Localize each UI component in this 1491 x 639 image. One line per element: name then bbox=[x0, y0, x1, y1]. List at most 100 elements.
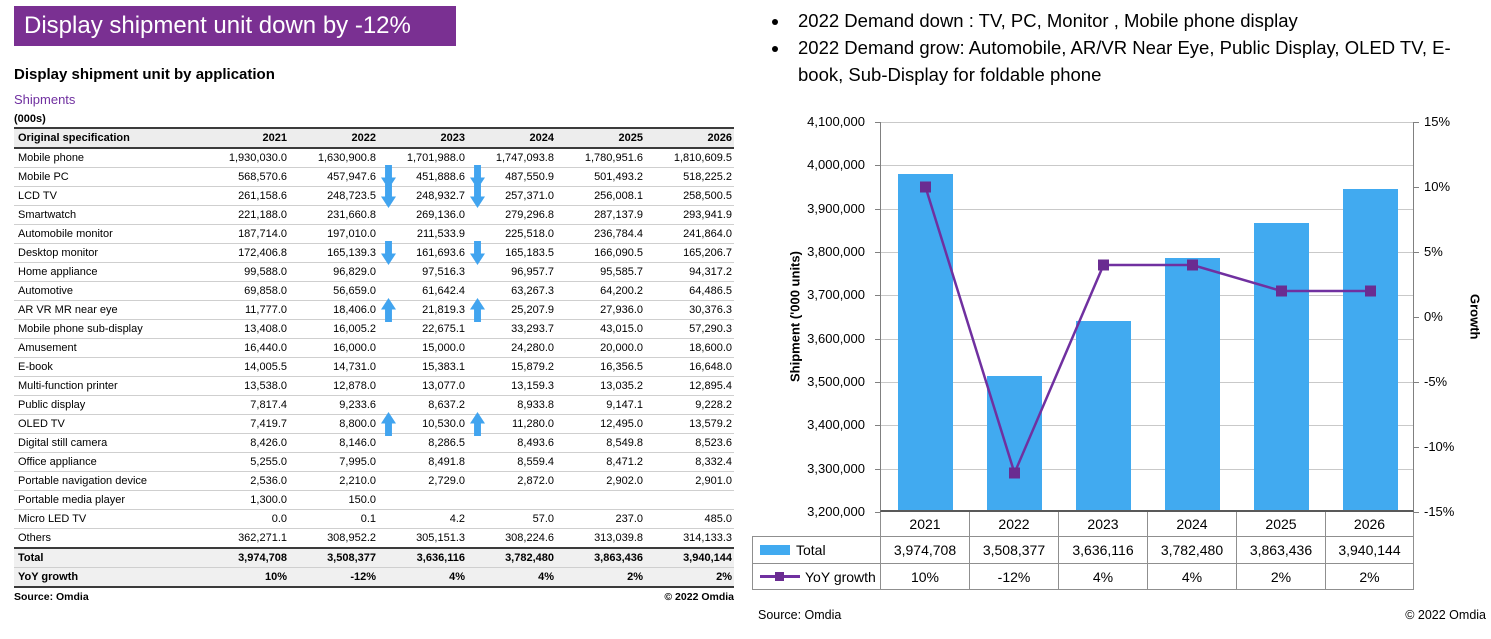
value-cell: 221,188.0 bbox=[200, 205, 289, 225]
value-cell: 69,858.0 bbox=[200, 281, 289, 301]
bar bbox=[1165, 257, 1220, 510]
axis-tick bbox=[1414, 382, 1419, 383]
value-cell: 4% bbox=[378, 567, 467, 588]
row-label-cell: OLED TV bbox=[14, 414, 200, 434]
axis-tick-label: 4,000,000 bbox=[807, 157, 865, 173]
shipments-table-head: Original specification 2021 2022 2023 2024 20… bbox=[14, 127, 734, 149]
value-cell: 63,267.3 bbox=[467, 281, 556, 301]
axis-tick bbox=[1414, 122, 1419, 123]
row-label-cell: Office appliance bbox=[14, 452, 200, 472]
value-cell: 568,570.6 bbox=[200, 167, 289, 187]
axis-tick bbox=[1414, 512, 1419, 513]
gridline bbox=[881, 425, 1413, 427]
shipments-table: Original specification 2021 2022 2023 2024 20… bbox=[14, 127, 734, 588]
value-cell bbox=[645, 490, 734, 510]
line-series bbox=[920, 181, 1376, 479]
chart-value-cell: 3,508,377 bbox=[969, 536, 1058, 563]
table-row: AR VR MR near eye 11,777.0 18,406.0 21,819.… bbox=[14, 298, 734, 322]
value-cell: 94,317.2 bbox=[645, 262, 734, 282]
value-cell bbox=[467, 490, 556, 510]
page-title: Display shipment unit down by -12% bbox=[24, 12, 411, 39]
value-cell: 95,585.7 bbox=[556, 262, 645, 282]
chart-value-cell: 3,636,116 bbox=[1058, 536, 1147, 563]
year-header-cell: 2023 bbox=[1058, 512, 1147, 536]
table-row: Desktop monitor 172,406.8 165,139.3 161,693… bbox=[14, 241, 734, 265]
line-marker bbox=[1276, 285, 1287, 297]
value-cell: 12,895.4 bbox=[645, 376, 734, 396]
value-cell: 9,233.6 bbox=[289, 395, 378, 415]
row-label-cell: Digital still camera bbox=[14, 433, 200, 453]
header-cell: 2021 bbox=[200, 127, 289, 149]
value-cell: 308,224.6 bbox=[467, 528, 556, 549]
value-cell: 16,356.5 bbox=[556, 357, 645, 377]
table-row: Others 362,271.1 308,952.2 305,151.3 308,224… bbox=[14, 528, 734, 549]
chart-value-cell: 3,782,480 bbox=[1147, 536, 1236, 563]
axis-tick-label: 3,400,000 bbox=[807, 417, 865, 433]
legend-total-swatch bbox=[760, 545, 790, 555]
row-label-cell: AR VR MR near eye bbox=[14, 300, 200, 320]
row-label-cell: Smartwatch bbox=[14, 205, 200, 225]
axis-tick bbox=[875, 165, 880, 167]
table-row: Portable navigation device 2,536.0 2,210.0… bbox=[14, 471, 734, 491]
value-cell: 256,008.1 bbox=[556, 186, 645, 206]
value-cell: 487,550.9 bbox=[467, 167, 556, 187]
gridline bbox=[881, 468, 1413, 470]
value-cell: 3,782,480 bbox=[467, 547, 556, 568]
value-cell: 172,406.8 bbox=[200, 243, 289, 263]
combo-chart: Shipment ('000 units) 4,100,000 4,000,000… bbox=[752, 112, 1491, 602]
value-cell: 2,872.0 bbox=[467, 471, 556, 491]
value-cell: 8,559.4 bbox=[467, 452, 556, 472]
value-cell: 9,147.1 bbox=[556, 395, 645, 415]
chart-data-table: 2021 2022 2023 2024 2025 2026 Total 3,974,708 3,… bbox=[752, 512, 1414, 590]
chart-footer: Source: Omdia © 2022 Omdia bbox=[758, 608, 1486, 622]
title-banner: Display shipment unit down by -12% bbox=[14, 6, 456, 46]
value-cell: 225,518.0 bbox=[467, 224, 556, 244]
value-cell: 257,371.0 bbox=[467, 186, 556, 206]
value-cell: 1,780,951.6 bbox=[556, 148, 645, 168]
value-cell: 61,642.4 bbox=[378, 281, 467, 301]
value-cell: 287,137.9 bbox=[556, 205, 645, 225]
value-cell: 99,588.0 bbox=[200, 262, 289, 282]
left-copyright-text: © 2022 Omdia bbox=[664, 591, 734, 603]
bullet-list: 2022 Demand down : TV, PC, Monitor , Mob… bbox=[766, 8, 1491, 88]
axis-tick bbox=[875, 252, 880, 253]
axis-tick-label: 3,900,000 bbox=[807, 200, 865, 216]
value-cell: 8,491.8 bbox=[378, 452, 467, 472]
value-cell: 8,637.2 bbox=[378, 395, 467, 415]
header-cell: 2024 bbox=[467, 127, 556, 149]
value-cell: 2% bbox=[645, 567, 734, 588]
gridline bbox=[881, 208, 1413, 210]
value-cell: 43,015.0 bbox=[556, 319, 645, 339]
plot-area bbox=[875, 122, 1419, 513]
table-row: Mobile phone sub-display 13,408.0 16,005.2… bbox=[14, 319, 734, 339]
value-cell: 197,010.0 bbox=[289, 224, 378, 244]
header-cell: 2022 bbox=[289, 127, 378, 149]
y-axis-right-title: Growth bbox=[1467, 294, 1483, 340]
year-header-cell: 2021 bbox=[880, 512, 969, 536]
value-cell: 15,383.1 bbox=[378, 357, 467, 377]
value-cell: 1,930,030.0 bbox=[200, 148, 289, 168]
value-cell: 0.0 bbox=[200, 509, 289, 529]
axis-tick bbox=[1414, 317, 1419, 318]
legend-total-cell: Total bbox=[752, 536, 880, 563]
table-row: Amusement 16,440.0 16,000.0 15,000.0 24,280.… bbox=[14, 338, 734, 358]
value-cell: 22,675.1 bbox=[378, 319, 467, 339]
value-cell: 13,538.0 bbox=[200, 376, 289, 396]
value-cell: 236,784.4 bbox=[556, 224, 645, 244]
axis-tick-label: -5% bbox=[1424, 374, 1448, 389]
value-cell: 1,701,988.0 bbox=[378, 148, 467, 168]
row-label-cell: Desktop monitor bbox=[14, 243, 200, 263]
value-cell: 279,296.8 bbox=[467, 205, 556, 225]
axis-tick bbox=[875, 512, 880, 513]
year-header-cell: 2026 bbox=[1325, 512, 1414, 536]
value-cell: 4% bbox=[467, 567, 556, 588]
row-label-cell: Portable navigation device bbox=[14, 471, 200, 491]
chart-source-text: Source: Omdia bbox=[758, 608, 842, 622]
value-cell: 2,536.0 bbox=[200, 471, 289, 491]
year-header-cell: 2024 bbox=[1147, 512, 1236, 536]
shipments-table-body: Mobile phone 1,930,030.0 1,630,900.8 1,701,… bbox=[14, 148, 734, 588]
value-cell: 16,648.0 bbox=[645, 357, 734, 377]
table-row: Multi-function printer 13,538.0 12,878.0 13… bbox=[14, 376, 734, 396]
table-row: E-book 14,005.5 14,731.0 15,383.1 15,879.2 16… bbox=[14, 357, 734, 377]
value-cell: 96,957.7 bbox=[467, 262, 556, 282]
